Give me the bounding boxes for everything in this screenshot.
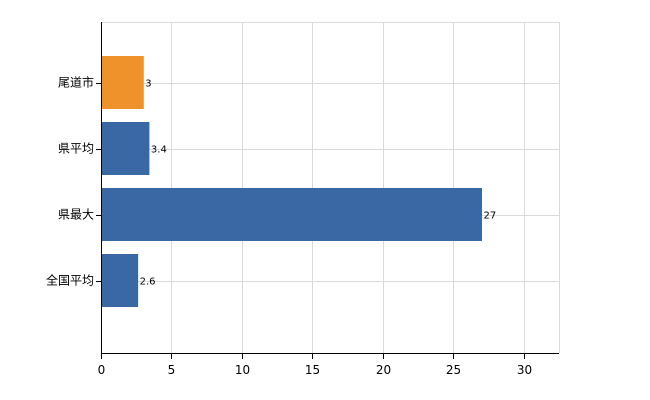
value-label: 27 <box>483 211 496 222</box>
bar <box>101 188 482 241</box>
value-label: 3.4 <box>151 145 167 156</box>
category-label: 尾道市 <box>58 75 94 90</box>
gridlines <box>101 22 560 353</box>
labels: 0 5 10 15 20 25 30 尾道市 3 県平均 3.4 県最大 27 全国平均 2.6 <box>46 75 532 378</box>
category-label: 県最大 <box>58 208 94 222</box>
x-tick-label: 20 <box>376 363 391 377</box>
x-tick-label: 5 <box>168 363 176 377</box>
bar <box>101 122 150 175</box>
x-tick-label: 30 <box>517 363 532 377</box>
bar <box>101 254 139 307</box>
category-label: 県平均 <box>58 142 94 156</box>
value-label: 2.6 <box>140 277 156 288</box>
x-tick-label: 0 <box>98 363 106 377</box>
x-tick-label: 15 <box>305 363 320 377</box>
x-tick-label: 10 <box>235 363 250 377</box>
category-label: 全国平均 <box>46 273 94 288</box>
bar <box>101 56 144 109</box>
bars <box>101 56 482 307</box>
value-label: 3 <box>145 79 151 90</box>
axes <box>96 22 559 359</box>
x-tick-label: 25 <box>446 363 461 377</box>
